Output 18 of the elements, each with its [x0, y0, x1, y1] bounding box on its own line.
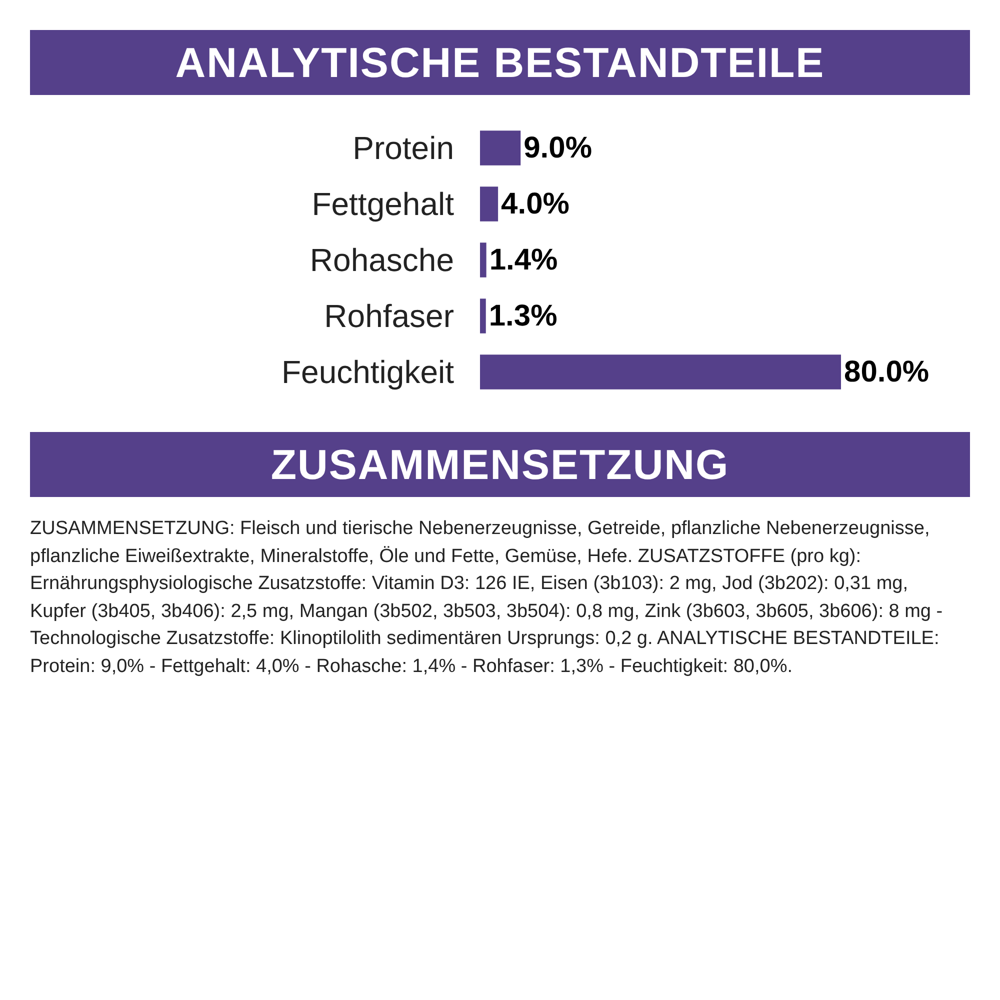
bar	[480, 186, 498, 222]
data-label: 1.3%	[488, 300, 558, 332]
text: ZUSAMMENSETZUNG: Fleisch und tierische Nebenerzeugnisse, Getreide, pflanzliche Nebenerzeugnisse, pflanzliche Eiweißextrakte, Mineralstoffe, Öle und Fette, Gemüse, Hefe. ZUSATZSTOFFE (pro kg): Ernährungsphysiologische Zusatzstoffe: Vitamin D3: 126 IE, Eisen (3b103): 2 mg, Jod (3b202): 0,31 mg, Kupfer (3b405, 3b406): 2,5 mg, Mangan (3b502, 3b503, 3b504): 0,8 mg, Zink (3b603, 3b605, 3b606): 8 mg - Technologische Zusatzstoffe: Klinoptilolith sedimentären Ursprungs: 0,2 g. ANALYTISCHE BESTANDTEILE: Protein: 9,0% - Fettgehalt: 4,0% - Rohasche: 1,4% - Rohfaser: 1,3% - Feuchtigkeit: 80,0%.	[30, 517, 944, 679]
chart-title: ANALYTISCHE BESTANDTEILE	[30, 30, 970, 95]
bar	[480, 242, 486, 278]
y-tick-label: Fettgehalt	[312, 186, 454, 222]
y-tick-label: Protein	[352, 130, 454, 166]
y-tick-label: Rohfaser	[324, 298, 454, 334]
y-tick-label: Feuchtigkeit	[281, 354, 454, 390]
y-tick-label: Rohasche	[310, 242, 454, 278]
bar	[480, 354, 841, 390]
data-label: 4.0%	[501, 188, 570, 220]
bar	[480, 298, 486, 334]
data-label: 1.4%	[489, 244, 558, 276]
data-label: 9.0%	[524, 132, 592, 164]
bar	[480, 130, 521, 166]
text: ZUSAMMENSETZUNG	[30, 432, 970, 497]
data-label: 80.0%	[844, 356, 930, 388]
